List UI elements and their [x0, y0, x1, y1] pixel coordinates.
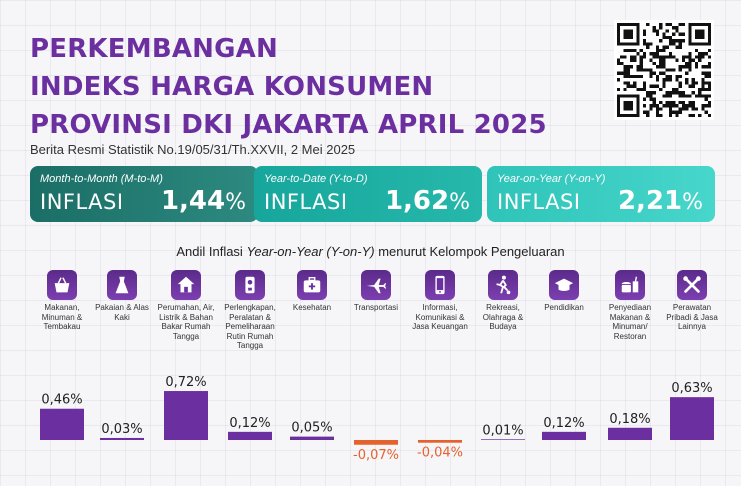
bar-value-label-4: 0,12% [229, 416, 270, 431]
house-icon [171, 270, 201, 300]
bar-5 [290, 436, 334, 440]
bar-10 [608, 427, 652, 440]
bar-4 [228, 431, 272, 440]
bar-1 [40, 408, 84, 440]
chart-title: Andil Inflasi Year-on-Year (Y-on-Y) menu… [176, 244, 565, 259]
dress-icon [107, 270, 137, 300]
card-period-label: Year-on-Year (Y-on-Y) [497, 173, 606, 185]
category-6: Transportasi [344, 270, 408, 313]
category-label: Penyediaan Makanan & Minuman/ Restoran [608, 303, 652, 341]
bar-value-label-6: -0,07% [353, 448, 399, 463]
food-basket-icon [47, 270, 77, 300]
card-inflation-value: 1,44% [160, 186, 246, 216]
airplane-icon [361, 270, 391, 300]
category-label: Perumahan, Air, Listrik & Bahan Bakar Ru… [157, 303, 215, 341]
category-8: Rekreasi, Olahraga & Budaya [471, 270, 535, 332]
category-9: Pendidikan [532, 270, 596, 313]
category-label: Perawatan Pribadi & Jasa Lainnya [666, 303, 718, 331]
card-period-label: Year-to-Date (Y-to-D) [264, 173, 368, 185]
category-label: Rekreasi, Olahraga & Budaya [482, 303, 524, 331]
bar-value-label-2: 0,03% [101, 422, 142, 437]
category-7: Informasi, Komunikasi & Jasa Keuangan [408, 270, 472, 332]
bar-8 [481, 439, 525, 440]
page-title-line-1: PERKEMBANGAN [30, 34, 278, 64]
category-4: Perlengkapan, Peralatan & Pemeliharaan R… [218, 270, 282, 351]
bar-6 [354, 440, 398, 445]
press-release-subtitle: Berita Resmi Statistik No.19/05/31/Th.XX… [30, 142, 356, 157]
category-label: Pendidikan [544, 303, 584, 312]
bar-value-label-3: 0,72% [165, 375, 206, 390]
medical-kit-icon [297, 270, 327, 300]
category-label: Pakaian & Alas Kaki [95, 303, 149, 322]
bar-value-label-5: 0,05% [291, 421, 332, 436]
contribution-bar-chart: 0,46% 0,03% 0,72% 0,12% 0,05% -0,07% -0,04% 0,0… [40, 375, 714, 463]
bar-value-label-9: 0,12% [543, 416, 584, 431]
appliance-icon [235, 270, 265, 300]
category-label: Perlengkapan, Peralatan & Pemeliharaan R… [224, 303, 276, 350]
category-label: Informasi, Komunikasi & Jasa Keuangan [412, 303, 468, 331]
fast-food-icon [615, 270, 645, 300]
page-title-line-3: PROVINSI DKI JAKARTA APRIL 2025 [30, 110, 547, 140]
bar-2 [100, 437, 144, 440]
qr-code[interactable] [614, 20, 714, 120]
graduation-cap-icon [549, 270, 579, 300]
category-1: Makanan, Minuman & Tembakau [30, 270, 94, 332]
category-label: Transportasi [353, 303, 399, 312]
category-3: Perumahan, Air, Listrik & Bahan Bakar Ru… [154, 270, 218, 341]
category-10: Penyediaan Makanan & Minuman/ Restoran [598, 270, 662, 341]
bar-11 [670, 397, 714, 440]
card-inflation-value: 1,62% [384, 186, 470, 216]
bar-3 [164, 391, 208, 440]
card-inflation-word: INFLASI [40, 190, 124, 214]
bar-value-label-1: 0,46% [41, 393, 82, 408]
category-2: Pakaian & Alas Kaki [90, 270, 154, 322]
inflation-card-year-on-year: Year-on-Year (Y-on-Y) INFLASI 2,21% [487, 166, 715, 222]
bar-value-label-8: 0,01% [482, 423, 523, 438]
inflation-card-month-to-month: Month-to-Month (M-to-M) INFLASI 1,44% [30, 166, 258, 222]
card-inflation-word: INFLASI [264, 190, 348, 214]
bar-value-label-10: 0,18% [609, 412, 650, 427]
soccer-player-icon [488, 270, 518, 300]
bar-7 [418, 440, 462, 443]
card-inflation-word: INFLASI [497, 190, 581, 214]
inflation-card-year-to-date: Year-to-Date (Y-to-D) INFLASI 1,62% [254, 166, 482, 222]
category-11: Perawatan Pribadi & Jasa Lainnya [660, 270, 724, 332]
smartphone-icon [425, 270, 455, 300]
category-5: Kesehatan [280, 270, 344, 313]
bar-value-label-7: -0,04% [417, 446, 463, 461]
bar-9 [542, 431, 586, 440]
card-inflation-value: 2,21% [617, 186, 703, 216]
card-period-label: Month-to-Month (M-to-M) [40, 173, 163, 185]
category-label: Makanan, Minuman & Tembakau [41, 303, 83, 331]
category-label: Kesehatan [292, 303, 332, 312]
tools-icon [677, 270, 707, 300]
page-title-line-2: INDEKS HARGA KONSUMEN [30, 72, 434, 102]
bar-value-label-11: 0,63% [671, 381, 712, 396]
